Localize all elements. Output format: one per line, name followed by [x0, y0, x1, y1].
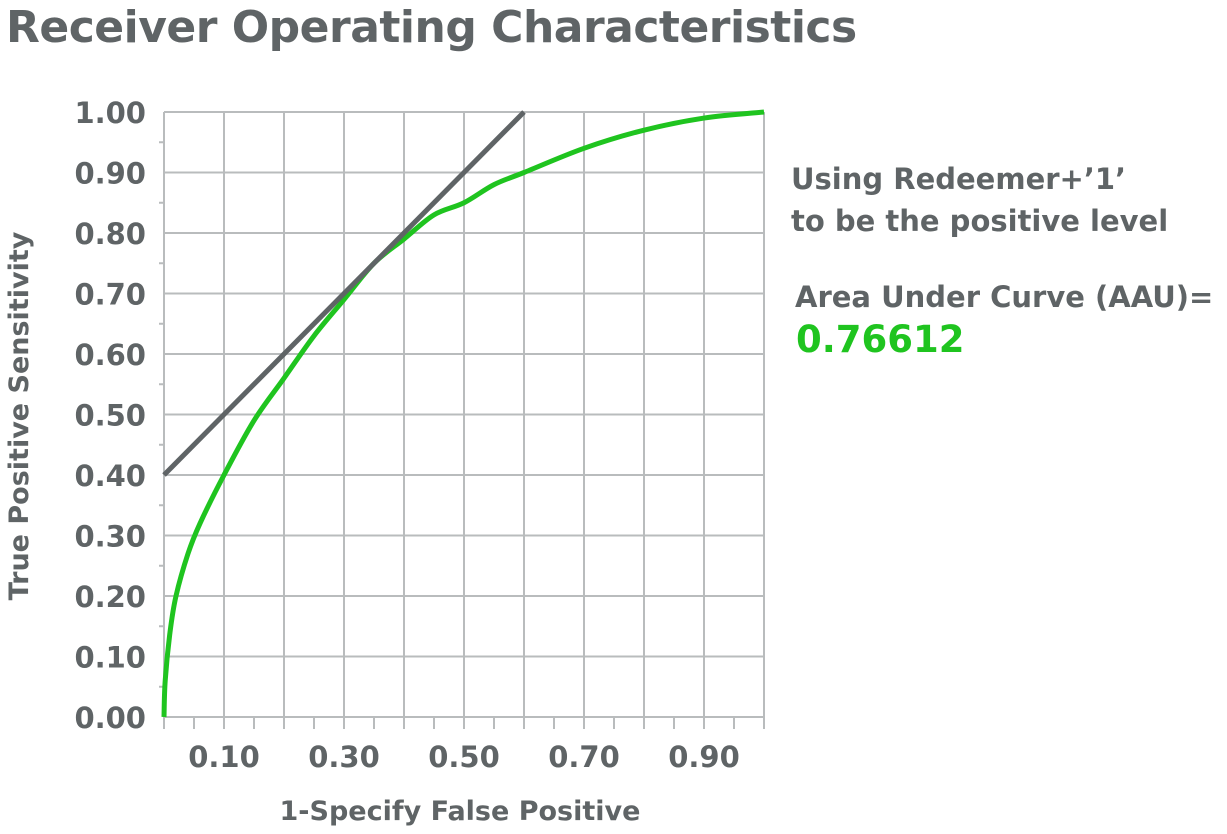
y-tick-label: 0.40 — [74, 459, 146, 493]
minor-ticks — [159, 141, 765, 729]
x-axis-label: 1-Specify False Positive — [280, 796, 641, 827]
x-tick-labels: 0.10 0.30 0.50 0.70 0.90 — [188, 740, 740, 774]
x-tick-label: 0.30 — [308, 740, 380, 774]
series-layer — [161, 109, 765, 718]
x-tick-label: 0.90 — [668, 740, 740, 774]
y-tick-label: 0.90 — [74, 157, 146, 191]
auc-value: 0.76612 — [796, 318, 965, 361]
y-tick-label: 0.80 — [74, 217, 146, 251]
roc-curve-series — [161, 109, 765, 718]
reference-line-series — [162, 110, 526, 477]
annotation-positive-level-line1: Using Redeemer+’1’ — [791, 162, 1127, 196]
y-tick-label: 0.60 — [74, 338, 146, 372]
y-tick-label: 0.00 — [74, 701, 146, 735]
annotation-auc-label: Area Under Curve (AAU)= — [795, 280, 1214, 314]
y-tick-label: 0.50 — [74, 399, 146, 433]
y-tick-label: 0.30 — [74, 520, 146, 554]
y-tick-label: 1.00 — [74, 96, 146, 130]
y-tick-label: 0.10 — [74, 641, 146, 675]
grid — [163, 111, 765, 718]
x-tick-label: 0.50 — [428, 740, 500, 774]
annotation-positive-level-line2: to be the positive level — [791, 204, 1169, 238]
y-axis-label: True Positive Sensitivity — [4, 231, 35, 600]
x-tick-label: 0.70 — [548, 740, 620, 774]
y-tick-labels: 0.00 0.10 0.20 0.30 0.40 0.50 0.60 0.70 0.80 0.90… — [74, 96, 146, 735]
x-tick-label: 0.10 — [188, 740, 260, 774]
chart-title: Receiver Operating Characteristics — [6, 2, 857, 53]
y-tick-label: 0.20 — [74, 580, 146, 614]
y-tick-label: 0.70 — [74, 278, 146, 312]
